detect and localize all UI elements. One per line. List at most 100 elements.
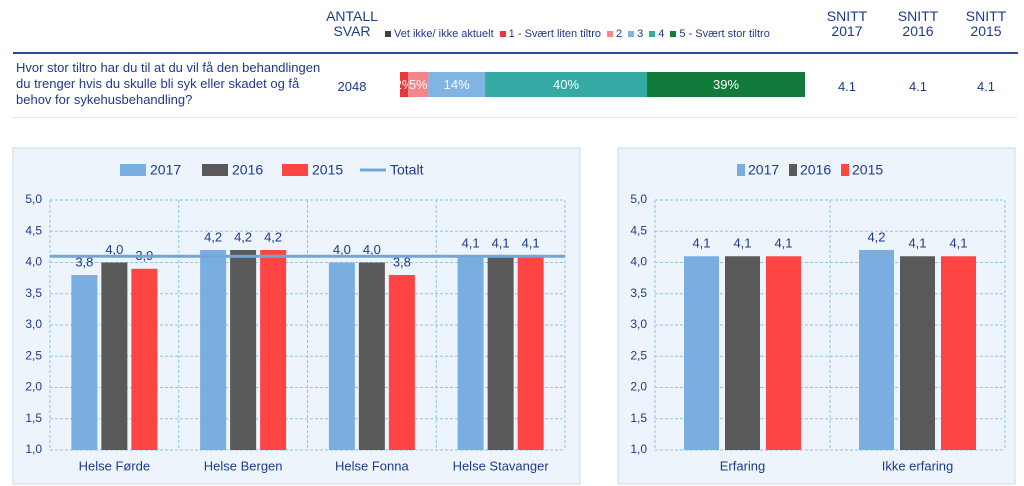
bar xyxy=(900,256,935,450)
y-tick-label: 1,5 xyxy=(630,411,647,425)
value-label: 4,2 xyxy=(264,229,282,244)
segment xyxy=(408,72,429,97)
legend-label: 2016 xyxy=(800,162,831,178)
x-tick-label: Helse Bergen xyxy=(204,458,283,473)
y-tick-label: 4,0 xyxy=(25,255,42,269)
legend-label: 2 xyxy=(615,28,623,40)
legend-item: 5 - Svært stor tiltro xyxy=(670,28,770,40)
bar xyxy=(941,256,976,450)
value-label: 3,8 xyxy=(393,254,411,269)
bar xyxy=(71,275,98,450)
legend-item: 3 xyxy=(628,28,643,40)
legend-label: 4 xyxy=(658,28,665,40)
legend-item: 1 - Svært liten tiltro xyxy=(499,28,601,40)
y-tick-label: 2,0 xyxy=(630,380,647,394)
legend-swatch xyxy=(789,164,797,176)
legend-item: 4 xyxy=(649,28,664,40)
average: 4.1 xyxy=(837,79,857,94)
value-label: 4,2 xyxy=(204,229,222,244)
y-tick-label: 2,5 xyxy=(25,348,42,362)
value-label: 4,1 xyxy=(733,236,751,251)
legend-label: 5 - Svært stor tiltro xyxy=(679,28,770,40)
y-tick-label: 2,5 xyxy=(630,348,647,362)
legend-item: Vet ikke/ ikke aktuelt xyxy=(385,28,494,40)
legend-label: 2015 xyxy=(852,162,883,178)
x-tick-label: Helse Stavanger xyxy=(453,458,550,473)
segment-label: 14% xyxy=(444,77,470,92)
y-tick-label: 1,0 xyxy=(25,442,42,456)
segment xyxy=(400,72,409,97)
value-label: 4,0 xyxy=(333,242,351,257)
x-tick-label: Helse Førde xyxy=(79,458,151,473)
value-label: 4,1 xyxy=(462,236,480,251)
segment xyxy=(647,72,805,97)
legend-swatch xyxy=(499,31,506,38)
average: 4.1 xyxy=(908,79,928,94)
legend-swatch xyxy=(202,164,228,176)
value-label: 4,2 xyxy=(234,229,252,244)
average: 4.1 xyxy=(976,79,996,94)
avg-header: SNITT 2016 xyxy=(897,8,939,39)
y-tick-label: 3,5 xyxy=(630,286,647,300)
y-tick-label: 4,0 xyxy=(630,255,647,269)
legend-label: Vet ikke/ ikke aktuelt xyxy=(394,28,494,40)
legend: Vet ikke/ ikke aktuelt 1 - Svært liten ti… xyxy=(385,28,770,40)
legend-label: 2016 xyxy=(232,162,263,178)
y-tick-label: 5,0 xyxy=(25,192,42,206)
bar xyxy=(230,250,257,450)
legend-swatch xyxy=(282,164,308,176)
count-header: ANTALL SVAR xyxy=(326,8,378,39)
y-tick-label: 5,0 xyxy=(630,192,647,206)
y-tick-label: 3,0 xyxy=(25,317,42,331)
segment xyxy=(485,72,648,97)
y-tick-label: 4,5 xyxy=(25,223,42,237)
legend-swatch xyxy=(628,31,635,38)
y-tick-label: 1,0 xyxy=(630,442,647,456)
legend-swatch xyxy=(385,31,391,38)
bar xyxy=(766,256,801,450)
legend-label: 2017 xyxy=(748,162,779,178)
segment-label: 39% xyxy=(713,77,739,92)
legend-label: 2015 xyxy=(312,162,343,178)
row-rule xyxy=(13,117,1018,118)
value-label: 4,1 xyxy=(522,236,540,251)
bar xyxy=(457,256,484,450)
x-tick-label: Erfaring xyxy=(720,458,766,473)
value-label: 4,2 xyxy=(867,229,885,244)
question: Hvor stor tiltro har du til at du vil få… xyxy=(16,60,321,107)
legend-label: 3 xyxy=(637,28,644,40)
bar xyxy=(260,250,287,450)
segment xyxy=(428,72,486,97)
value-label: 4,1 xyxy=(908,236,926,251)
y-tick-label: 1,5 xyxy=(25,411,42,425)
value-label: 4,1 xyxy=(692,236,710,251)
value-label: 4,0 xyxy=(105,242,123,257)
header-rule xyxy=(13,52,1018,54)
legend-swatch xyxy=(606,31,613,38)
x-tick-label: Ikke erfaring xyxy=(882,458,954,473)
bar xyxy=(358,262,385,450)
count: 2048 xyxy=(337,79,367,94)
legend-swatch xyxy=(649,31,656,38)
bar xyxy=(101,262,128,450)
legend-swatch xyxy=(841,164,849,176)
value-label: 4,0 xyxy=(363,242,381,257)
x-tick-label: Helse Fonna xyxy=(335,458,409,473)
legend-swatch xyxy=(737,164,745,176)
legend-swatch xyxy=(670,31,677,38)
value-label: 3,8 xyxy=(75,254,93,269)
avg-header: SNITT 2015 xyxy=(965,8,1007,39)
bar xyxy=(200,250,227,450)
legend-label: 1 - Svært liten tiltro xyxy=(508,28,601,40)
bar xyxy=(388,275,415,450)
value-label: 4,1 xyxy=(774,236,792,251)
bar xyxy=(517,256,544,450)
bar xyxy=(487,256,514,450)
value-label: 4,1 xyxy=(492,236,510,251)
bar xyxy=(859,250,894,450)
bar xyxy=(684,256,719,450)
value-label: 4,1 xyxy=(949,236,967,251)
legend-label: Totalt xyxy=(390,162,424,178)
